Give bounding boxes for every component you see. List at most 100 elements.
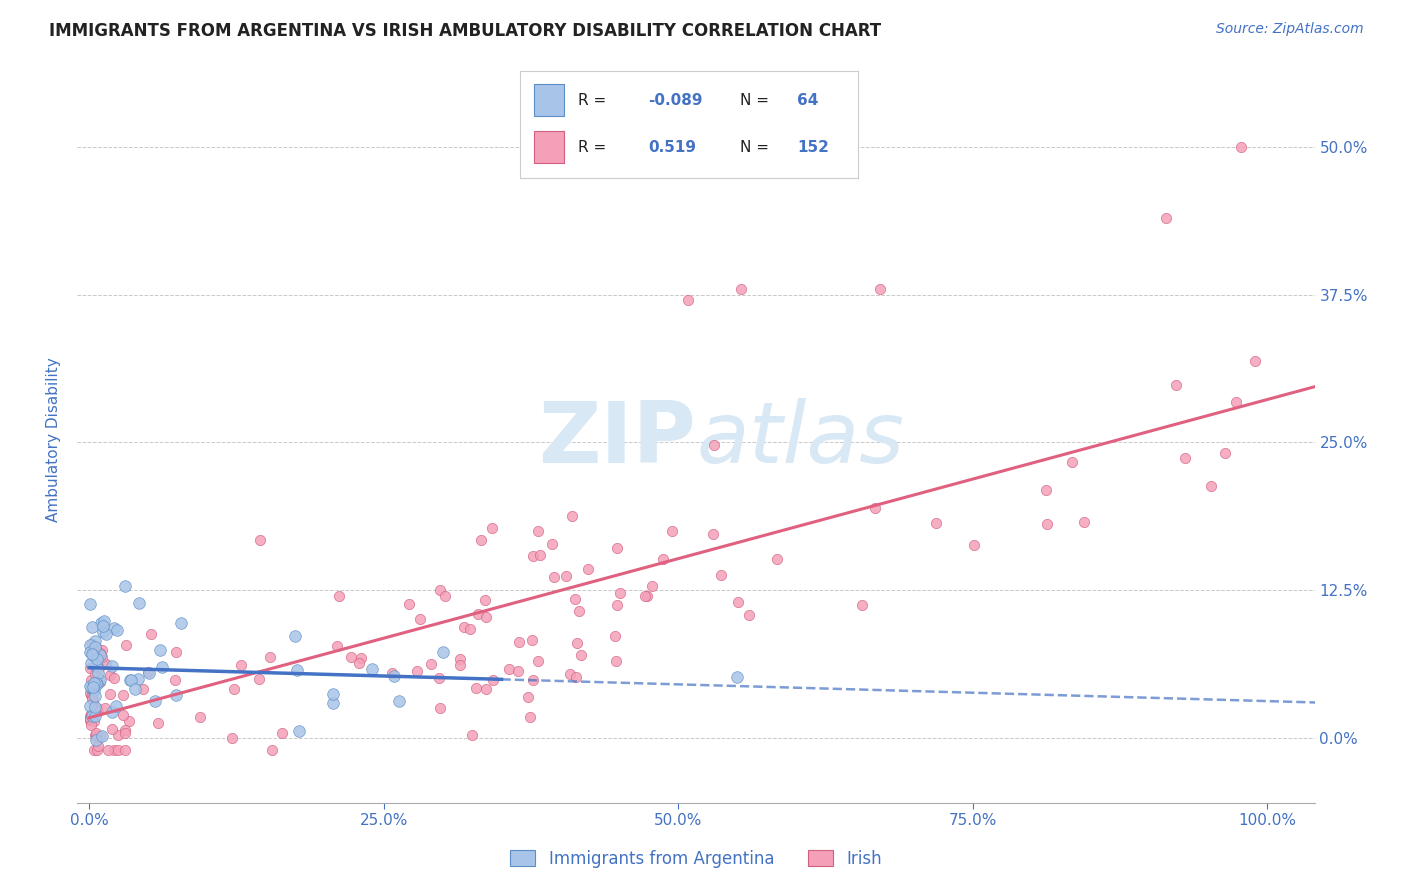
Point xyxy=(661,524,683,539)
Point xyxy=(730,282,752,296)
Point xyxy=(128,596,150,610)
Point xyxy=(89,648,111,663)
Point xyxy=(83,709,105,723)
Point xyxy=(188,710,211,724)
Point xyxy=(260,742,283,756)
Point xyxy=(259,649,281,664)
Point xyxy=(526,524,548,539)
Point xyxy=(84,640,107,655)
Point xyxy=(84,733,107,747)
Point xyxy=(148,716,170,731)
Point xyxy=(398,597,420,611)
Point xyxy=(641,579,664,593)
Point xyxy=(576,562,599,576)
Point xyxy=(560,667,582,681)
Point xyxy=(90,650,112,665)
Point xyxy=(165,688,187,702)
Point xyxy=(87,660,110,674)
Point xyxy=(83,667,105,681)
Point xyxy=(522,673,544,687)
Point xyxy=(86,700,108,714)
FancyBboxPatch shape xyxy=(534,84,564,116)
Point xyxy=(104,699,127,714)
Point xyxy=(112,708,135,723)
Point xyxy=(86,739,108,754)
Point xyxy=(702,526,724,541)
Point xyxy=(79,661,101,675)
Point xyxy=(634,589,657,603)
Point xyxy=(83,676,105,690)
Text: 0.519: 0.519 xyxy=(648,140,696,155)
Point xyxy=(84,730,107,744)
Point xyxy=(1036,516,1059,531)
Point xyxy=(1244,353,1267,368)
Point xyxy=(541,537,564,551)
Point xyxy=(863,501,886,516)
Point xyxy=(221,731,243,745)
Point xyxy=(83,677,105,691)
Point xyxy=(1060,455,1083,469)
Point xyxy=(737,608,759,623)
Point xyxy=(84,676,107,690)
Point xyxy=(79,686,101,700)
Point xyxy=(94,700,117,714)
Point xyxy=(132,682,155,697)
Point xyxy=(79,709,101,723)
Point xyxy=(114,725,136,739)
Point xyxy=(284,629,307,643)
Point xyxy=(83,682,105,697)
Point xyxy=(560,508,582,523)
Point xyxy=(80,717,103,731)
Point xyxy=(96,627,118,641)
Point xyxy=(727,594,749,608)
Point xyxy=(82,648,104,662)
Point xyxy=(651,551,673,566)
Point xyxy=(149,643,172,657)
Point xyxy=(328,589,350,603)
Point xyxy=(605,654,627,668)
Point xyxy=(475,609,498,624)
Point xyxy=(91,729,114,743)
Text: N =: N = xyxy=(740,140,773,155)
Point xyxy=(1230,140,1253,154)
Point xyxy=(79,712,101,726)
Point xyxy=(100,705,122,719)
Point xyxy=(93,624,115,639)
Point xyxy=(79,679,101,693)
Point xyxy=(481,673,503,687)
Point xyxy=(139,627,162,641)
Legend: Immigrants from Argentina, Irish: Immigrants from Argentina, Irish xyxy=(503,843,889,874)
Point xyxy=(97,742,120,756)
Point xyxy=(103,621,125,635)
Point xyxy=(86,657,108,672)
Point xyxy=(89,675,111,690)
Point xyxy=(851,598,873,612)
Point xyxy=(527,654,550,668)
Point xyxy=(118,714,141,729)
Point xyxy=(90,616,112,631)
Point xyxy=(1035,483,1057,497)
Text: Source: ZipAtlas.com: Source: ZipAtlas.com xyxy=(1216,22,1364,37)
Point xyxy=(433,589,456,603)
Point xyxy=(107,728,129,742)
Point xyxy=(340,650,363,665)
Point xyxy=(1073,515,1095,529)
Text: atlas: atlas xyxy=(696,398,904,481)
Point xyxy=(83,714,105,728)
Point xyxy=(138,666,160,681)
Point xyxy=(470,533,492,547)
Point xyxy=(136,665,159,680)
Point xyxy=(231,657,253,672)
Point xyxy=(361,662,384,676)
Point xyxy=(79,597,101,611)
Point xyxy=(91,643,114,657)
Y-axis label: Ambulatory Disability: Ambulatory Disability xyxy=(46,357,62,522)
Point xyxy=(568,604,591,618)
Point xyxy=(963,538,986,552)
Point xyxy=(169,615,191,630)
Point xyxy=(82,709,104,723)
Text: R =: R = xyxy=(578,93,610,108)
Point xyxy=(89,729,111,743)
Text: 64: 64 xyxy=(797,93,818,108)
Point xyxy=(84,690,107,704)
